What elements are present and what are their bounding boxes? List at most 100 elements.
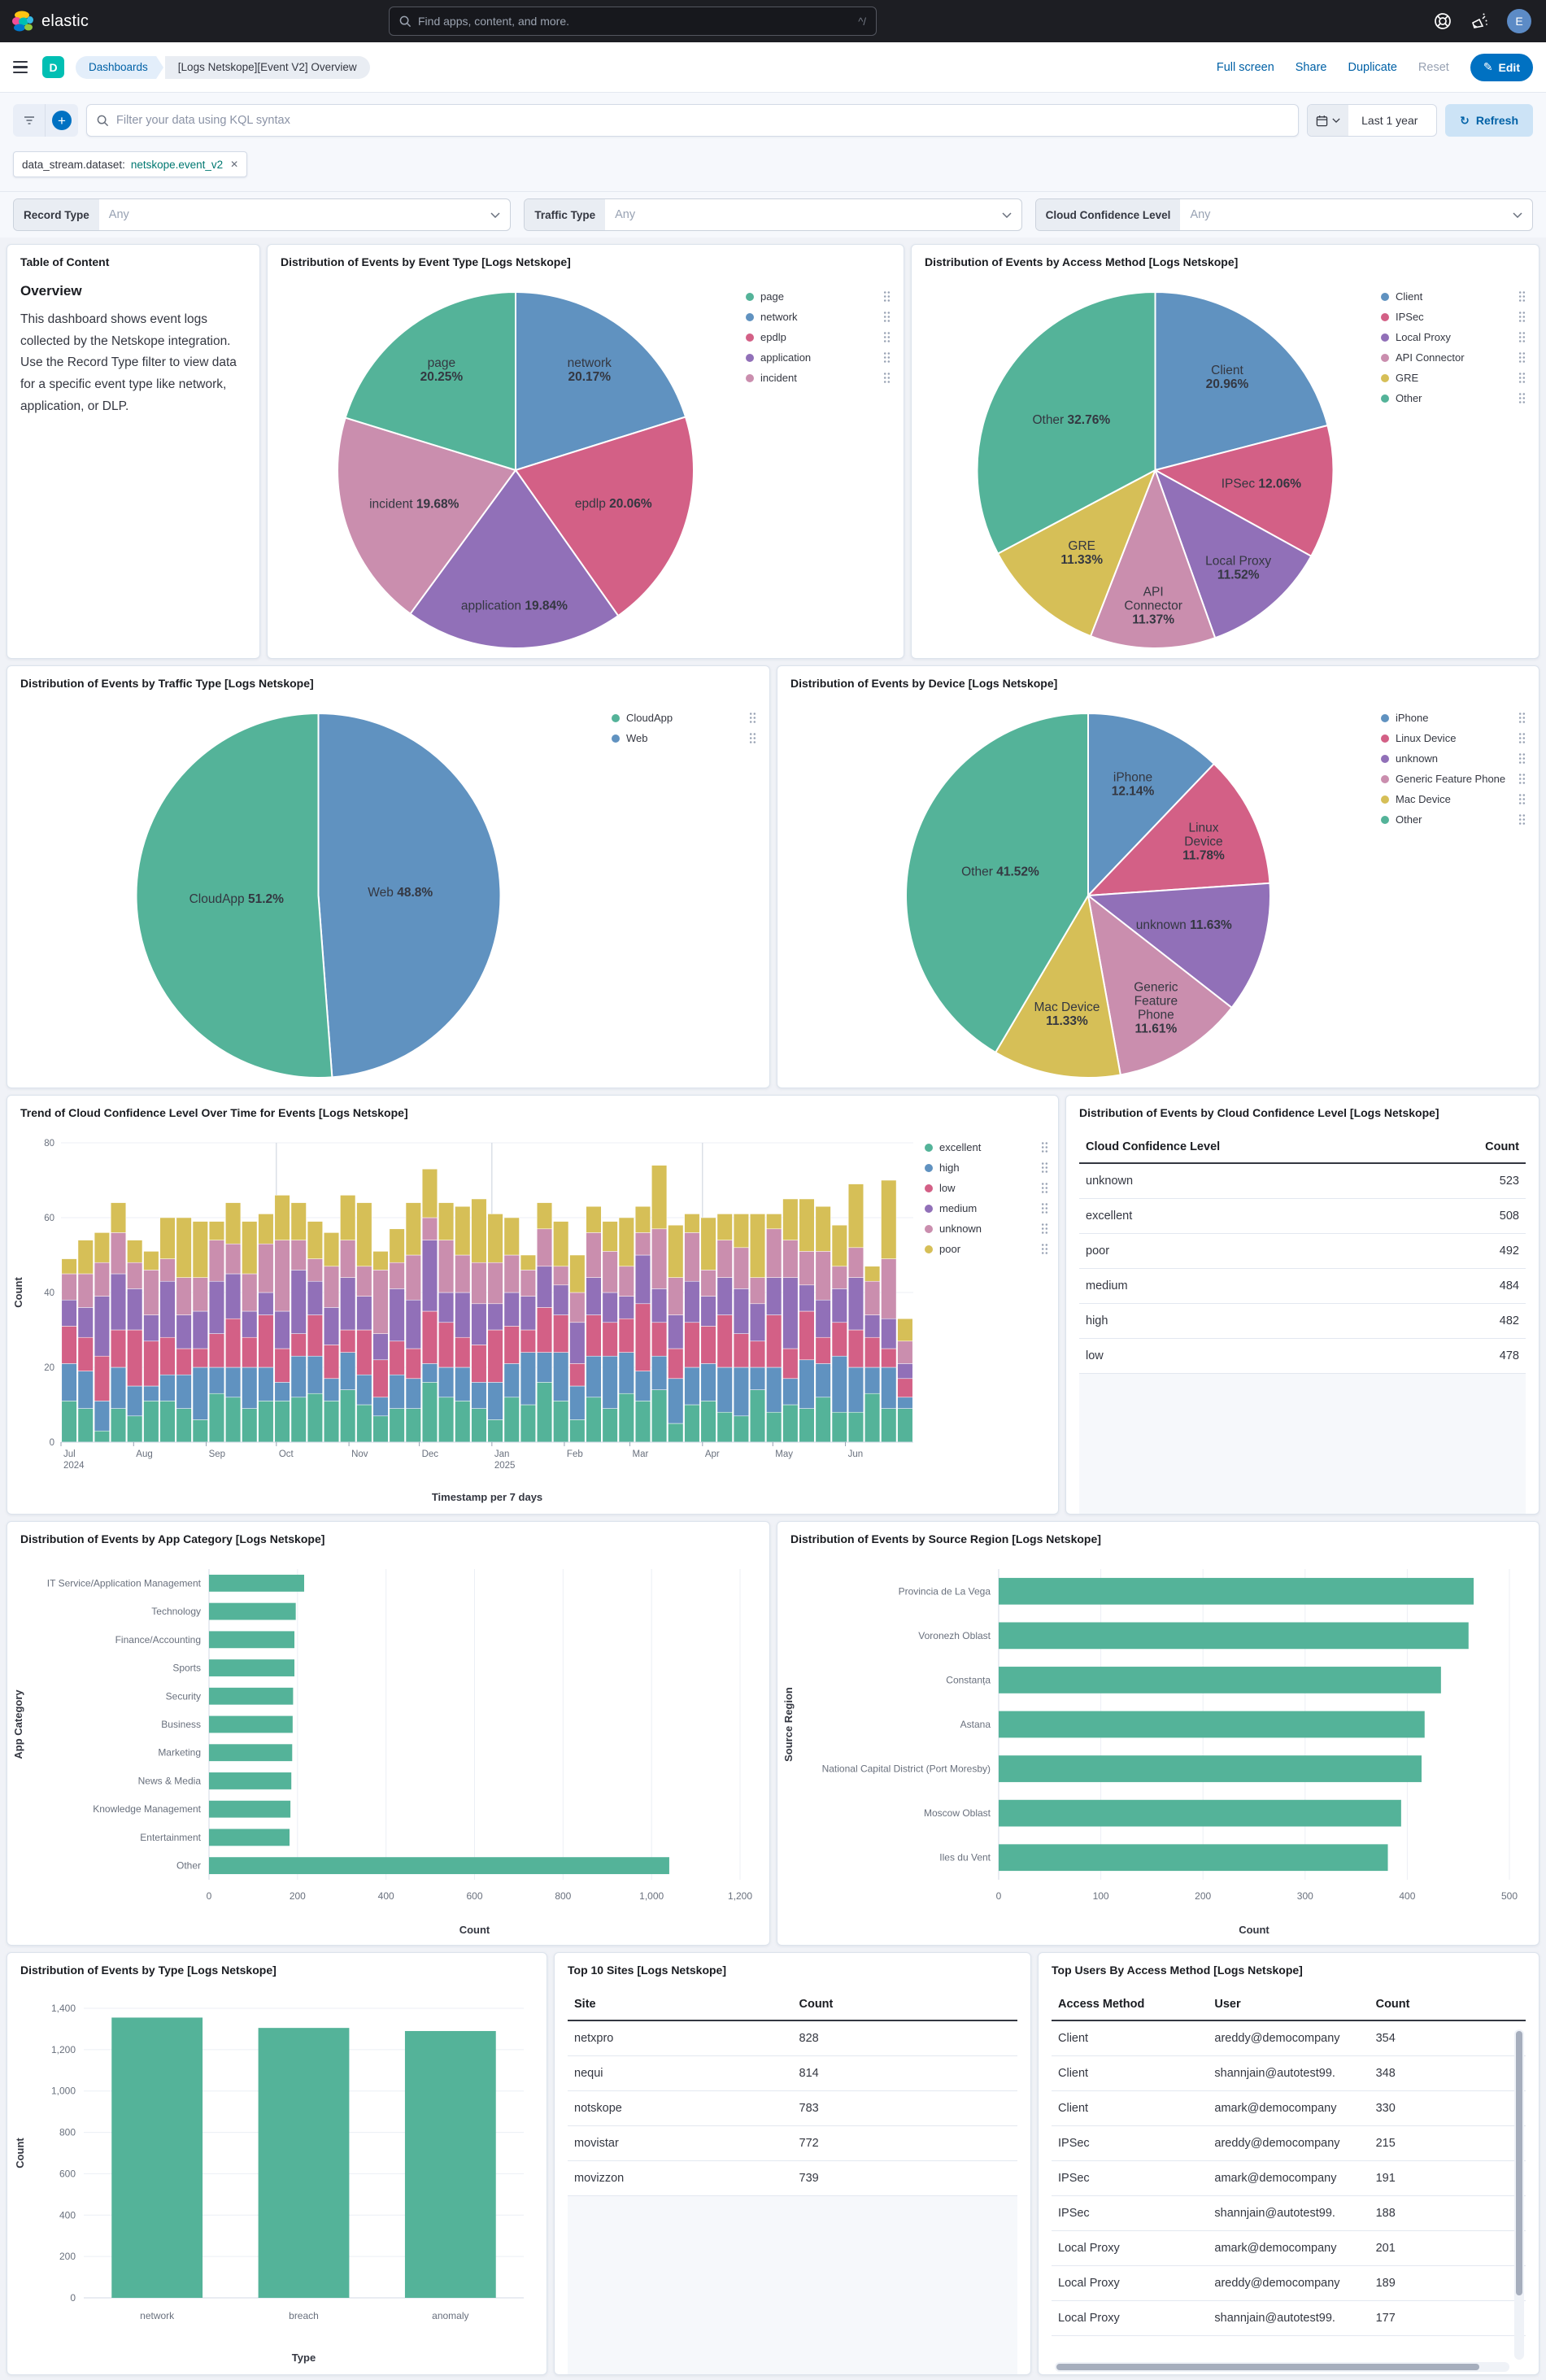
stacked-bar-unknown[interactable] bbox=[537, 1228, 553, 1267]
bar-finance-accounting[interactable] bbox=[209, 1631, 295, 1649]
stacked-bar-unknown[interactable] bbox=[455, 1254, 471, 1293]
stacked-bar-poor[interactable] bbox=[372, 1251, 389, 1271]
stacked-bar-medium[interactable] bbox=[340, 1277, 356, 1331]
stacked-bar-low[interactable] bbox=[750, 1340, 766, 1368]
stacked-bar-low[interactable] bbox=[421, 1310, 438, 1364]
stacked-bar-poor[interactable] bbox=[192, 1221, 208, 1278]
stacked-bar-high[interactable] bbox=[602, 1355, 618, 1409]
stacked-bar-unknown[interactable] bbox=[864, 1280, 881, 1315]
stacked-bar-unknown[interactable] bbox=[258, 1243, 274, 1293]
pie-slice-iphone[interactable] bbox=[1087, 712, 1216, 898]
legend-item-api-connector[interactable]: API Connector bbox=[1381, 351, 1526, 364]
stacked-bar-medium[interactable] bbox=[618, 1296, 634, 1319]
stacked-bar-poor[interactable] bbox=[668, 1224, 684, 1278]
stacked-bar-high[interactable] bbox=[815, 1363, 831, 1398]
stacked-bar-low[interactable] bbox=[847, 1329, 864, 1368]
stacked-bar-high[interactable] bbox=[847, 1367, 864, 1413]
stacked-bar-medium[interactable] bbox=[307, 1280, 323, 1315]
stacked-bar-unknown[interactable] bbox=[192, 1277, 208, 1312]
stacked-bar-medium[interactable] bbox=[799, 1284, 815, 1312]
stacked-bar-low[interactable] bbox=[274, 1348, 290, 1383]
reset-button[interactable]: Reset bbox=[1418, 60, 1449, 74]
stacked-bar-low[interactable] bbox=[733, 1333, 749, 1368]
stacked-bar-unknown[interactable] bbox=[520, 1270, 536, 1297]
refresh-button[interactable]: ↻ Refresh bbox=[1445, 104, 1533, 137]
pie-slice-cloudapp[interactable] bbox=[135, 712, 333, 1079]
stacked-bar-high[interactable] bbox=[471, 1382, 487, 1409]
stacked-bar-low[interactable] bbox=[258, 1314, 274, 1368]
legend-actions-icon[interactable] bbox=[883, 372, 891, 384]
stacked-bar-high[interactable] bbox=[389, 1374, 405, 1409]
stacked-bar-excellent[interactable] bbox=[553, 1401, 569, 1443]
stacked-bar-poor[interactable] bbox=[881, 1179, 897, 1259]
stacked-bar-high[interactable] bbox=[553, 1352, 569, 1401]
stacked-bar-excellent[interactable] bbox=[127, 1415, 143, 1443]
stacked-bar-unknown[interactable] bbox=[405, 1254, 421, 1301]
legend-item-web[interactable]: Web bbox=[612, 732, 756, 744]
bar-news-media[interactable] bbox=[209, 1772, 292, 1789]
stacked-bar-unknown[interactable] bbox=[782, 1240, 799, 1278]
stacked-bar-excellent[interactable] bbox=[815, 1397, 831, 1443]
stacked-bar-high[interactable] bbox=[61, 1363, 77, 1401]
stacked-bar-medium[interactable] bbox=[586, 1277, 602, 1315]
stacked-bar-high[interactable] bbox=[700, 1363, 716, 1401]
stacked-bar-high[interactable] bbox=[520, 1352, 536, 1406]
legend-actions-icon[interactable] bbox=[1041, 1243, 1048, 1255]
stacked-bar-excellent[interactable] bbox=[569, 1419, 586, 1443]
stacked-bar-medium[interactable] bbox=[242, 1310, 258, 1338]
legend-actions-icon[interactable] bbox=[1041, 1223, 1048, 1235]
stacked-bar-high[interactable] bbox=[897, 1397, 913, 1409]
stacked-bar-high[interactable] bbox=[766, 1367, 782, 1413]
bar-astana[interactable] bbox=[999, 1711, 1425, 1738]
stacked-bar-high[interactable] bbox=[503, 1363, 520, 1398]
stacked-bar-excellent[interactable] bbox=[421, 1382, 438, 1443]
stacked-bar-high[interactable] bbox=[77, 1371, 94, 1409]
stacked-bar-medium[interactable] bbox=[455, 1292, 471, 1338]
stacked-bar-unknown[interactable] bbox=[700, 1270, 716, 1297]
stacked-bar-excellent[interactable] bbox=[847, 1411, 864, 1443]
stacked-bar-excellent[interactable] bbox=[176, 1408, 192, 1443]
stacked-bar-high[interactable] bbox=[225, 1367, 242, 1398]
stacked-bar-medium[interactable] bbox=[471, 1303, 487, 1345]
stacked-bar-low[interactable] bbox=[389, 1340, 405, 1375]
stacked-bar-poor[interactable] bbox=[799, 1198, 815, 1252]
stacked-bar-low[interactable] bbox=[372, 1359, 389, 1398]
stacked-bar-excellent[interactable] bbox=[242, 1408, 258, 1443]
stacked-bar-low[interactable] bbox=[77, 1336, 94, 1371]
stacked-bar-unknown[interactable] bbox=[290, 1240, 307, 1271]
legend-item-iphone[interactable]: iPhone bbox=[1381, 712, 1526, 724]
stacked-bar-unknown[interactable] bbox=[487, 1262, 503, 1305]
stacked-bar-low[interactable] bbox=[438, 1322, 455, 1368]
legend-item-gre[interactable]: GRE bbox=[1381, 372, 1526, 384]
traffic-type-dropdown[interactable]: Traffic Type Any bbox=[524, 198, 1022, 231]
pie-slice-page[interactable] bbox=[344, 290, 516, 472]
legend-actions-icon[interactable] bbox=[1041, 1182, 1048, 1194]
stacked-bar-high[interactable] bbox=[716, 1367, 733, 1413]
stacked-bar-unknown[interactable] bbox=[143, 1270, 159, 1315]
share-button[interactable]: Share bbox=[1295, 60, 1327, 74]
stacked-bar-unknown[interactable] bbox=[586, 1232, 602, 1278]
pie-slice-client[interactable] bbox=[1154, 290, 1329, 472]
stacked-bar-low[interactable] bbox=[782, 1348, 799, 1380]
stacked-bar-low[interactable] bbox=[651, 1322, 668, 1357]
stacked-bar-excellent[interactable] bbox=[258, 1401, 274, 1443]
stacked-bar-high[interactable] bbox=[455, 1367, 471, 1401]
stacked-bar-low[interactable] bbox=[159, 1336, 176, 1375]
stacked-bar-low[interactable] bbox=[634, 1303, 651, 1371]
legend-actions-icon[interactable] bbox=[1518, 392, 1526, 404]
stacked-bar-excellent[interactable] bbox=[766, 1411, 782, 1443]
stacked-bar-low[interactable] bbox=[700, 1326, 716, 1364]
legend-item-poor[interactable]: poor bbox=[925, 1243, 1048, 1255]
stacked-bar-unknown[interactable] bbox=[208, 1240, 224, 1282]
legend-item-application[interactable]: application bbox=[746, 351, 891, 364]
stacked-bar-high[interactable] bbox=[94, 1401, 110, 1432]
stacked-bar-poor[interactable] bbox=[503, 1217, 520, 1256]
stacked-bar-low[interactable] bbox=[455, 1336, 471, 1368]
legend-item-epdlp[interactable]: epdlp bbox=[746, 331, 891, 343]
stacked-bar-excellent[interactable] bbox=[208, 1393, 224, 1443]
stacked-bar-medium[interactable] bbox=[864, 1314, 881, 1338]
stacked-bar-excellent[interactable] bbox=[684, 1404, 700, 1443]
stacked-bar-low[interactable] bbox=[503, 1326, 520, 1364]
cloud-confidence-dropdown[interactable]: Cloud Confidence Level Any bbox=[1034, 198, 1533, 231]
legend-item-unknown[interactable]: unknown bbox=[925, 1223, 1048, 1235]
